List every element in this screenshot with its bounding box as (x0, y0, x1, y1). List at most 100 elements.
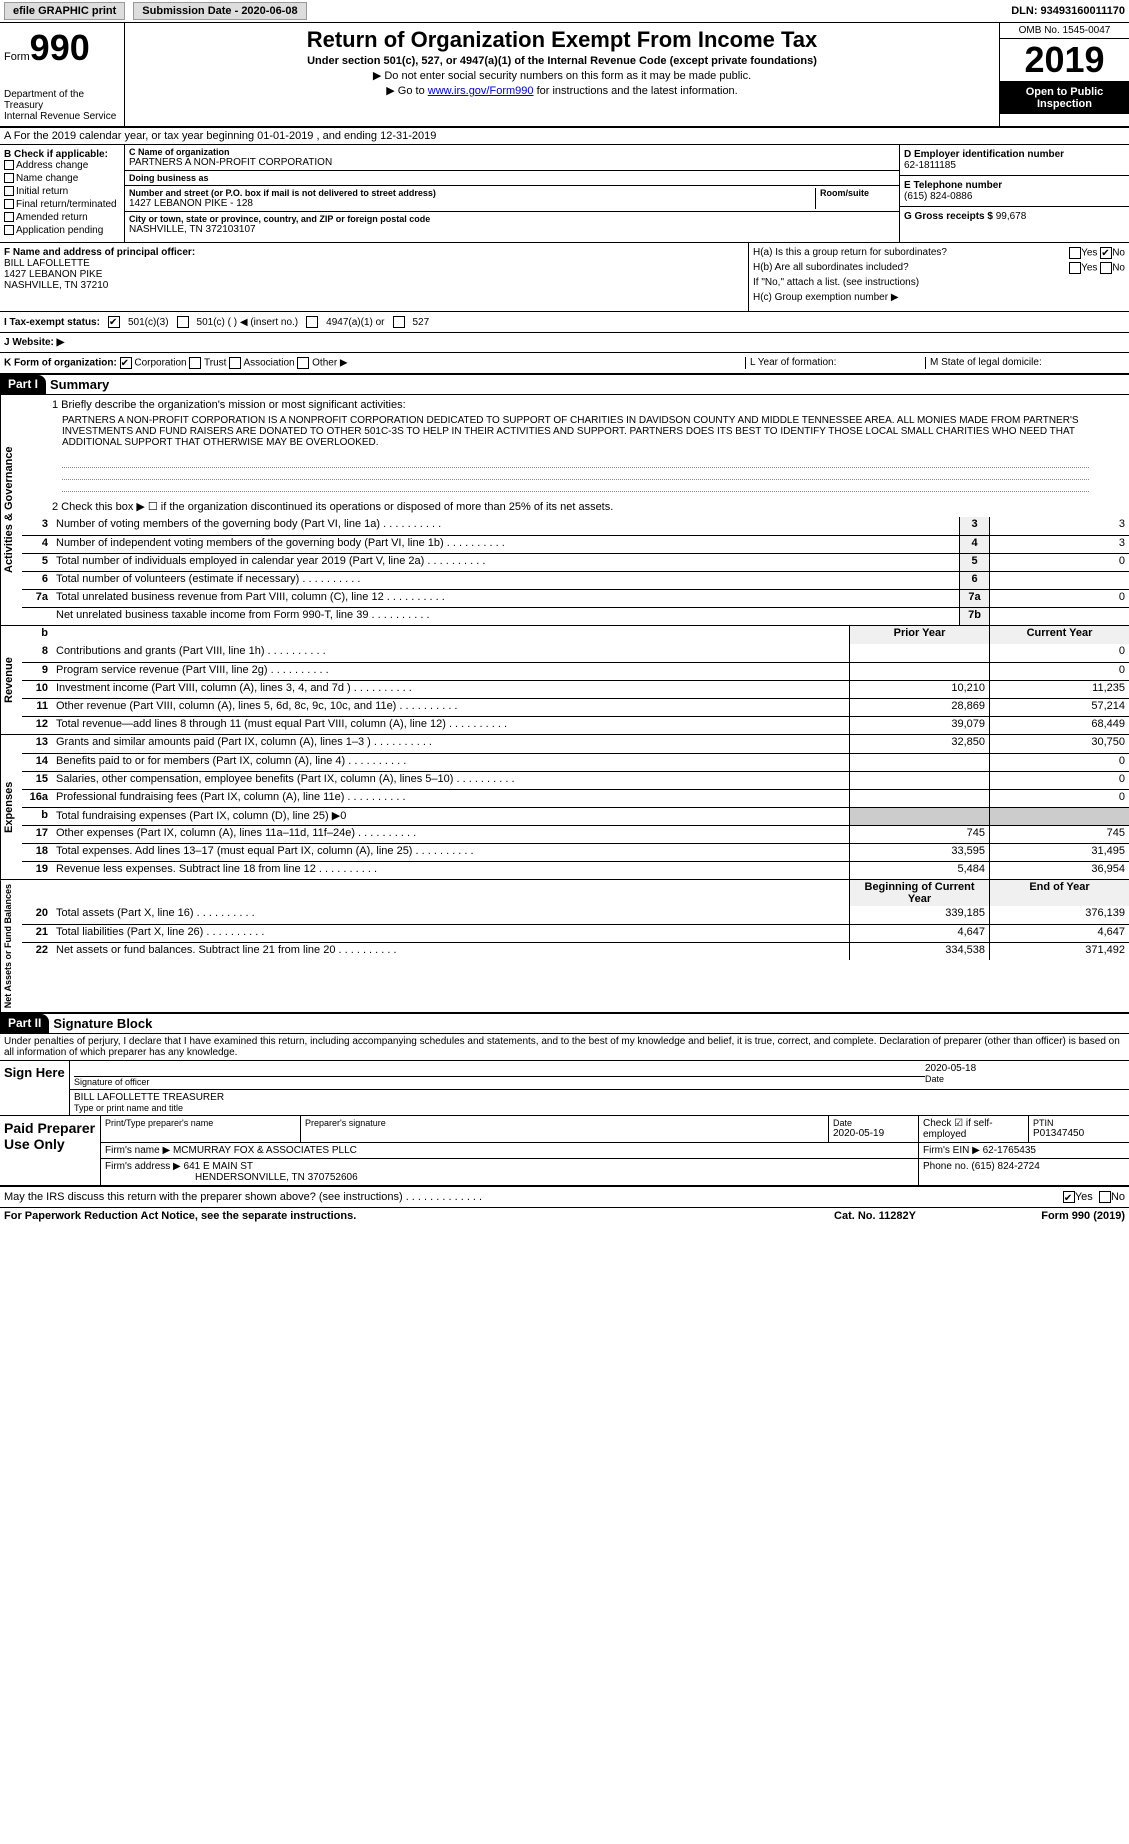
chk-527[interactable] (393, 316, 405, 328)
firm-addr: 641 E MAIN ST (184, 1161, 253, 1172)
name-title-label: Type or print name and title (74, 1103, 1125, 1113)
discuss-no[interactable] (1099, 1191, 1111, 1203)
chk-4947[interactable] (306, 316, 318, 328)
table-row: 21Total liabilities (Part X, line 26)4,6… (22, 924, 1129, 942)
efile-print-button[interactable]: efile GRAPHIC print (4, 2, 125, 20)
org-name: PARTNERS A NON-PROFIT CORPORATION (129, 157, 895, 168)
grid-bcdeg: B Check if applicable: Address change Na… (0, 145, 1129, 243)
city-value: NASHVILLE, TN 372103107 (129, 224, 895, 235)
form-header: Form990 Department of the Treasury Inter… (0, 23, 1129, 128)
phone-value: (615) 824-0886 (904, 191, 1125, 202)
hb-label: H(b) Are all subordinates included? (753, 262, 909, 273)
chk-corp[interactable] (120, 357, 132, 369)
footer-last: For Paperwork Reduction Act Notice, see … (0, 1208, 1129, 1224)
sig-officer-label: Signature of officer (74, 1077, 925, 1087)
line-j: J Website: ▶ (0, 333, 1129, 353)
dept-label: Department of the Treasury Internal Reve… (4, 89, 120, 122)
table-row: 8Contributions and grants (Part VIII, li… (22, 644, 1129, 662)
preparer-section: Paid Preparer Use Only Print/Type prepar… (0, 1116, 1129, 1187)
cat-no: Cat. No. 11282Y (775, 1210, 975, 1222)
officer-printed-name: BILL LAFOLLETTE TREASURER (74, 1092, 1125, 1103)
firm-ein: 62-1765435 (983, 1145, 1036, 1156)
part2-badge: Part II (0, 1014, 49, 1033)
side-expenses: Expenses (0, 735, 22, 879)
room-label: Room/suite (820, 188, 895, 198)
officer-addr1: 1427 LEBANON PIKE (4, 269, 744, 280)
form-subtitle: Under section 501(c), 527, or 4947(a)(1)… (129, 55, 995, 67)
part2-title: Signature Block (49, 1014, 156, 1033)
hc-label: H(c) Group exemption number ▶ (753, 292, 1125, 303)
chk-assoc[interactable] (229, 357, 241, 369)
e-label: E Telephone number (904, 180, 1125, 191)
end-year-hdr: End of Year (989, 880, 1129, 906)
chk-name-change[interactable] (4, 173, 14, 183)
date-label: Date (925, 1074, 1125, 1084)
prep-date-label: Date (833, 1118, 914, 1128)
dln-label: DLN: 93493160011170 (1011, 5, 1125, 17)
expenses-section: Expenses 13Grants and similar amounts pa… (0, 735, 1129, 880)
f-label: F Name and address of principal officer: (4, 247, 744, 258)
netassets-section: Net Assets or Fund Balances Beginning of… (0, 880, 1129, 1014)
part1-header-row: Part I Summary (0, 375, 1129, 395)
chk-address-change[interactable] (4, 160, 14, 170)
city-label: City or town, state or province, country… (129, 214, 895, 224)
side-governance: Activities & Governance (0, 395, 22, 625)
chk-501c[interactable] (177, 316, 189, 328)
form-number: 990 (30, 27, 90, 68)
ein-value: 62-1811185 (904, 160, 1125, 171)
current-year-hdr: Current Year (989, 626, 1129, 644)
line2: 2 Check this box ▶ ☐ if the organization… (22, 496, 1129, 517)
chk-amended-return[interactable] (4, 212, 14, 222)
tax-year: 2019 (1000, 39, 1129, 82)
chk-trust[interactable] (189, 357, 201, 369)
chk-application-pending[interactable] (4, 225, 14, 235)
part2-header-row: Part II Signature Block (0, 1014, 1129, 1034)
line-k: K Form of organization: Corporation Trus… (0, 353, 1129, 375)
gross-receipts-value: 99,678 (996, 211, 1027, 222)
part1-title: Summary (46, 375, 113, 394)
chk-initial-return[interactable] (4, 186, 14, 196)
section-deg: D Employer identification number 62-1811… (899, 145, 1129, 242)
prep-sig-label: Preparer's signature (305, 1118, 824, 1128)
begin-year-hdr: Beginning of Current Year (849, 880, 989, 906)
header-right: OMB No. 1545-0047 2019 Open to Public In… (999, 23, 1129, 126)
row-a: A For the 2019 calendar year, or tax yea… (0, 128, 1129, 145)
discuss-yes[interactable] (1063, 1191, 1075, 1203)
irs-link[interactable]: www.irs.gov/Form990 (428, 85, 534, 97)
firm-phone: (615) 824-2724 (971, 1161, 1039, 1172)
j-label: J Website: ▶ (4, 337, 64, 348)
form-footer: Form 990 (2019) (975, 1210, 1125, 1222)
chk-final-return[interactable] (4, 199, 14, 209)
side-revenue: Revenue (0, 626, 22, 734)
chk-501c3[interactable] (108, 316, 120, 328)
hb-yes[interactable] (1069, 262, 1081, 274)
header-left: Form990 Department of the Treasury Inter… (0, 23, 125, 126)
table-row: 16aProfessional fundraising fees (Part I… (22, 789, 1129, 807)
table-row: 7aTotal unrelated business revenue from … (22, 589, 1129, 607)
mission-text: PARTNERS A NON-PROFIT CORPORATION IS A N… (22, 411, 1129, 452)
grid-fh: F Name and address of principal officer:… (0, 243, 1129, 312)
table-row: 14Benefits paid to or for members (Part … (22, 753, 1129, 771)
section-b: B Check if applicable: Address change Na… (0, 145, 125, 242)
ha-yes[interactable] (1069, 247, 1081, 259)
table-row: 6Total number of volunteers (estimate if… (22, 571, 1129, 589)
prep-date: 2020-05-19 (833, 1128, 914, 1139)
section-f: F Name and address of principal officer:… (0, 243, 749, 311)
declaration-text: Under penalties of perjury, I declare th… (0, 1034, 1129, 1061)
sign-here-label: Sign Here (0, 1061, 70, 1115)
form-label: Form (4, 51, 30, 63)
hb-no[interactable] (1100, 262, 1112, 274)
submission-date-label: Submission Date - 2020-06-08 (133, 2, 306, 20)
chk-other[interactable] (297, 357, 309, 369)
table-row: 5Total number of individuals employed in… (22, 553, 1129, 571)
k-label: K Form of organization: (4, 358, 117, 369)
check-self-employed: Check ☑ if self-employed (919, 1116, 1029, 1142)
b-label: B Check if applicable: (4, 149, 120, 160)
table-row: 3Number of voting members of the governi… (22, 517, 1129, 535)
table-row: 12Total revenue—add lines 8 through 11 (… (22, 716, 1129, 734)
firm-city: HENDERSONVILLE, TN 370752606 (105, 1172, 914, 1183)
l-label: L Year of formation: (745, 357, 925, 369)
omb-label: OMB No. 1545-0047 (1000, 23, 1129, 39)
ha-no[interactable] (1100, 247, 1112, 259)
table-row: bTotal fundraising expenses (Part IX, co… (22, 807, 1129, 825)
